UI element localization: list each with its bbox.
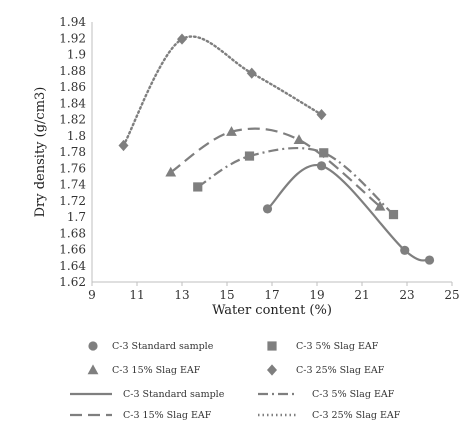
y-tick-label: 1.8	[67, 129, 86, 143]
data-point-series-2	[193, 182, 203, 192]
y-tick-label: 1.72	[59, 194, 86, 208]
legend: C-3 Standard sample C-3 5% Slag EAF C-3 15…	[70, 341, 401, 421]
y-tick-label: 1.84	[59, 96, 86, 110]
data-point-series-3	[165, 166, 177, 177]
y-tick-label: 1.68	[59, 226, 86, 240]
y-axis-title: Dry density (g/cm3)	[33, 87, 48, 218]
y-tick-label: 1.74	[59, 178, 86, 192]
x-tick-label: 21	[354, 288, 369, 302]
data-point-series-2	[388, 209, 399, 220]
legend-label-line-series-1: C-3 Standard sample	[123, 389, 225, 400]
y-tick-label: 1.78	[59, 145, 86, 159]
y-tick-label: 1.82	[59, 113, 86, 127]
data-point-series-3	[226, 126, 237, 136]
data-point-series-3	[293, 134, 305, 145]
trend-line-series-1	[266, 164, 430, 262]
x-axis-title: Water content (%)	[212, 303, 332, 318]
trend-line-series-3	[170, 127, 381, 208]
legend-marker-series-1	[88, 341, 98, 351]
data-point-series-4	[316, 109, 327, 121]
y-tick-label: 1.92	[59, 31, 86, 45]
y-tick-label: 1.64	[59, 259, 86, 273]
legend-label-marker-series-3: C-3 15% Slag EAF	[112, 365, 201, 376]
y-tick-label: 1.88	[59, 64, 86, 78]
y-tick-label: 1.94	[59, 15, 86, 29]
y-tick-label: 1.9	[67, 48, 86, 62]
x-tick-label: 23	[399, 288, 414, 302]
x-tick-label: 9	[88, 288, 96, 302]
data-point-series-3	[374, 200, 386, 211]
x-tick-label: 11	[129, 288, 144, 302]
data-point-series-1	[262, 204, 273, 214]
data-point-series-1	[400, 245, 410, 255]
legend-marker-series-4	[267, 364, 277, 376]
y-tick-label: 1.7	[67, 210, 86, 224]
y-tick-label: 1.86	[59, 80, 86, 94]
x-tick-label: 25	[444, 288, 459, 302]
trend-line-series-4	[122, 35, 323, 147]
data-markers	[118, 33, 435, 265]
x-tick-label: 15	[219, 288, 234, 302]
data-point-series-1	[424, 255, 435, 265]
data-point-series-2	[244, 151, 255, 161]
data-point-series-4	[246, 67, 257, 79]
data-point-series-1	[316, 161, 327, 171]
legend-marker-series-3	[87, 364, 99, 375]
legend-label-marker-series-1: C-3 Standard sample	[112, 341, 214, 352]
y-tick-label: 1.76	[59, 161, 86, 175]
y-tick-labels: 1.62 1.64 1.66 1.68 1.7 1.72 1.74 1.76 1.78 1.8 1.…	[59, 15, 86, 289]
legend-label-marker-series-2: C-3 5% Slag EAF	[296, 341, 379, 352]
trend-line-series-2	[197, 146, 395, 216]
data-point-series-2	[319, 148, 329, 158]
legend-marker-series-2	[267, 341, 277, 351]
data-point-series-4	[177, 33, 187, 45]
x-tick-label: 19	[309, 288, 324, 302]
x-tick-label: 17	[264, 288, 279, 302]
legend-label-line-series-2: C-3 5% Slag EAF	[312, 389, 395, 400]
legend-label-marker-series-4: C-3 25% Slag EAF	[296, 365, 385, 376]
x-tick-labels: 9 11 13 15 17 19 21 23 25	[88, 282, 460, 302]
legend-label-line-series-3: C-3 15% Slag EAF	[123, 410, 212, 421]
x-tick-label: 13	[174, 288, 189, 302]
trend-lines	[122, 35, 430, 262]
y-tick-label: 1.66	[59, 243, 86, 257]
data-point-series-4	[118, 139, 129, 152]
y-tick-label: 1.62	[59, 275, 86, 289]
legend-label-line-series-4: C-3 25% Slag EAF	[312, 410, 401, 421]
